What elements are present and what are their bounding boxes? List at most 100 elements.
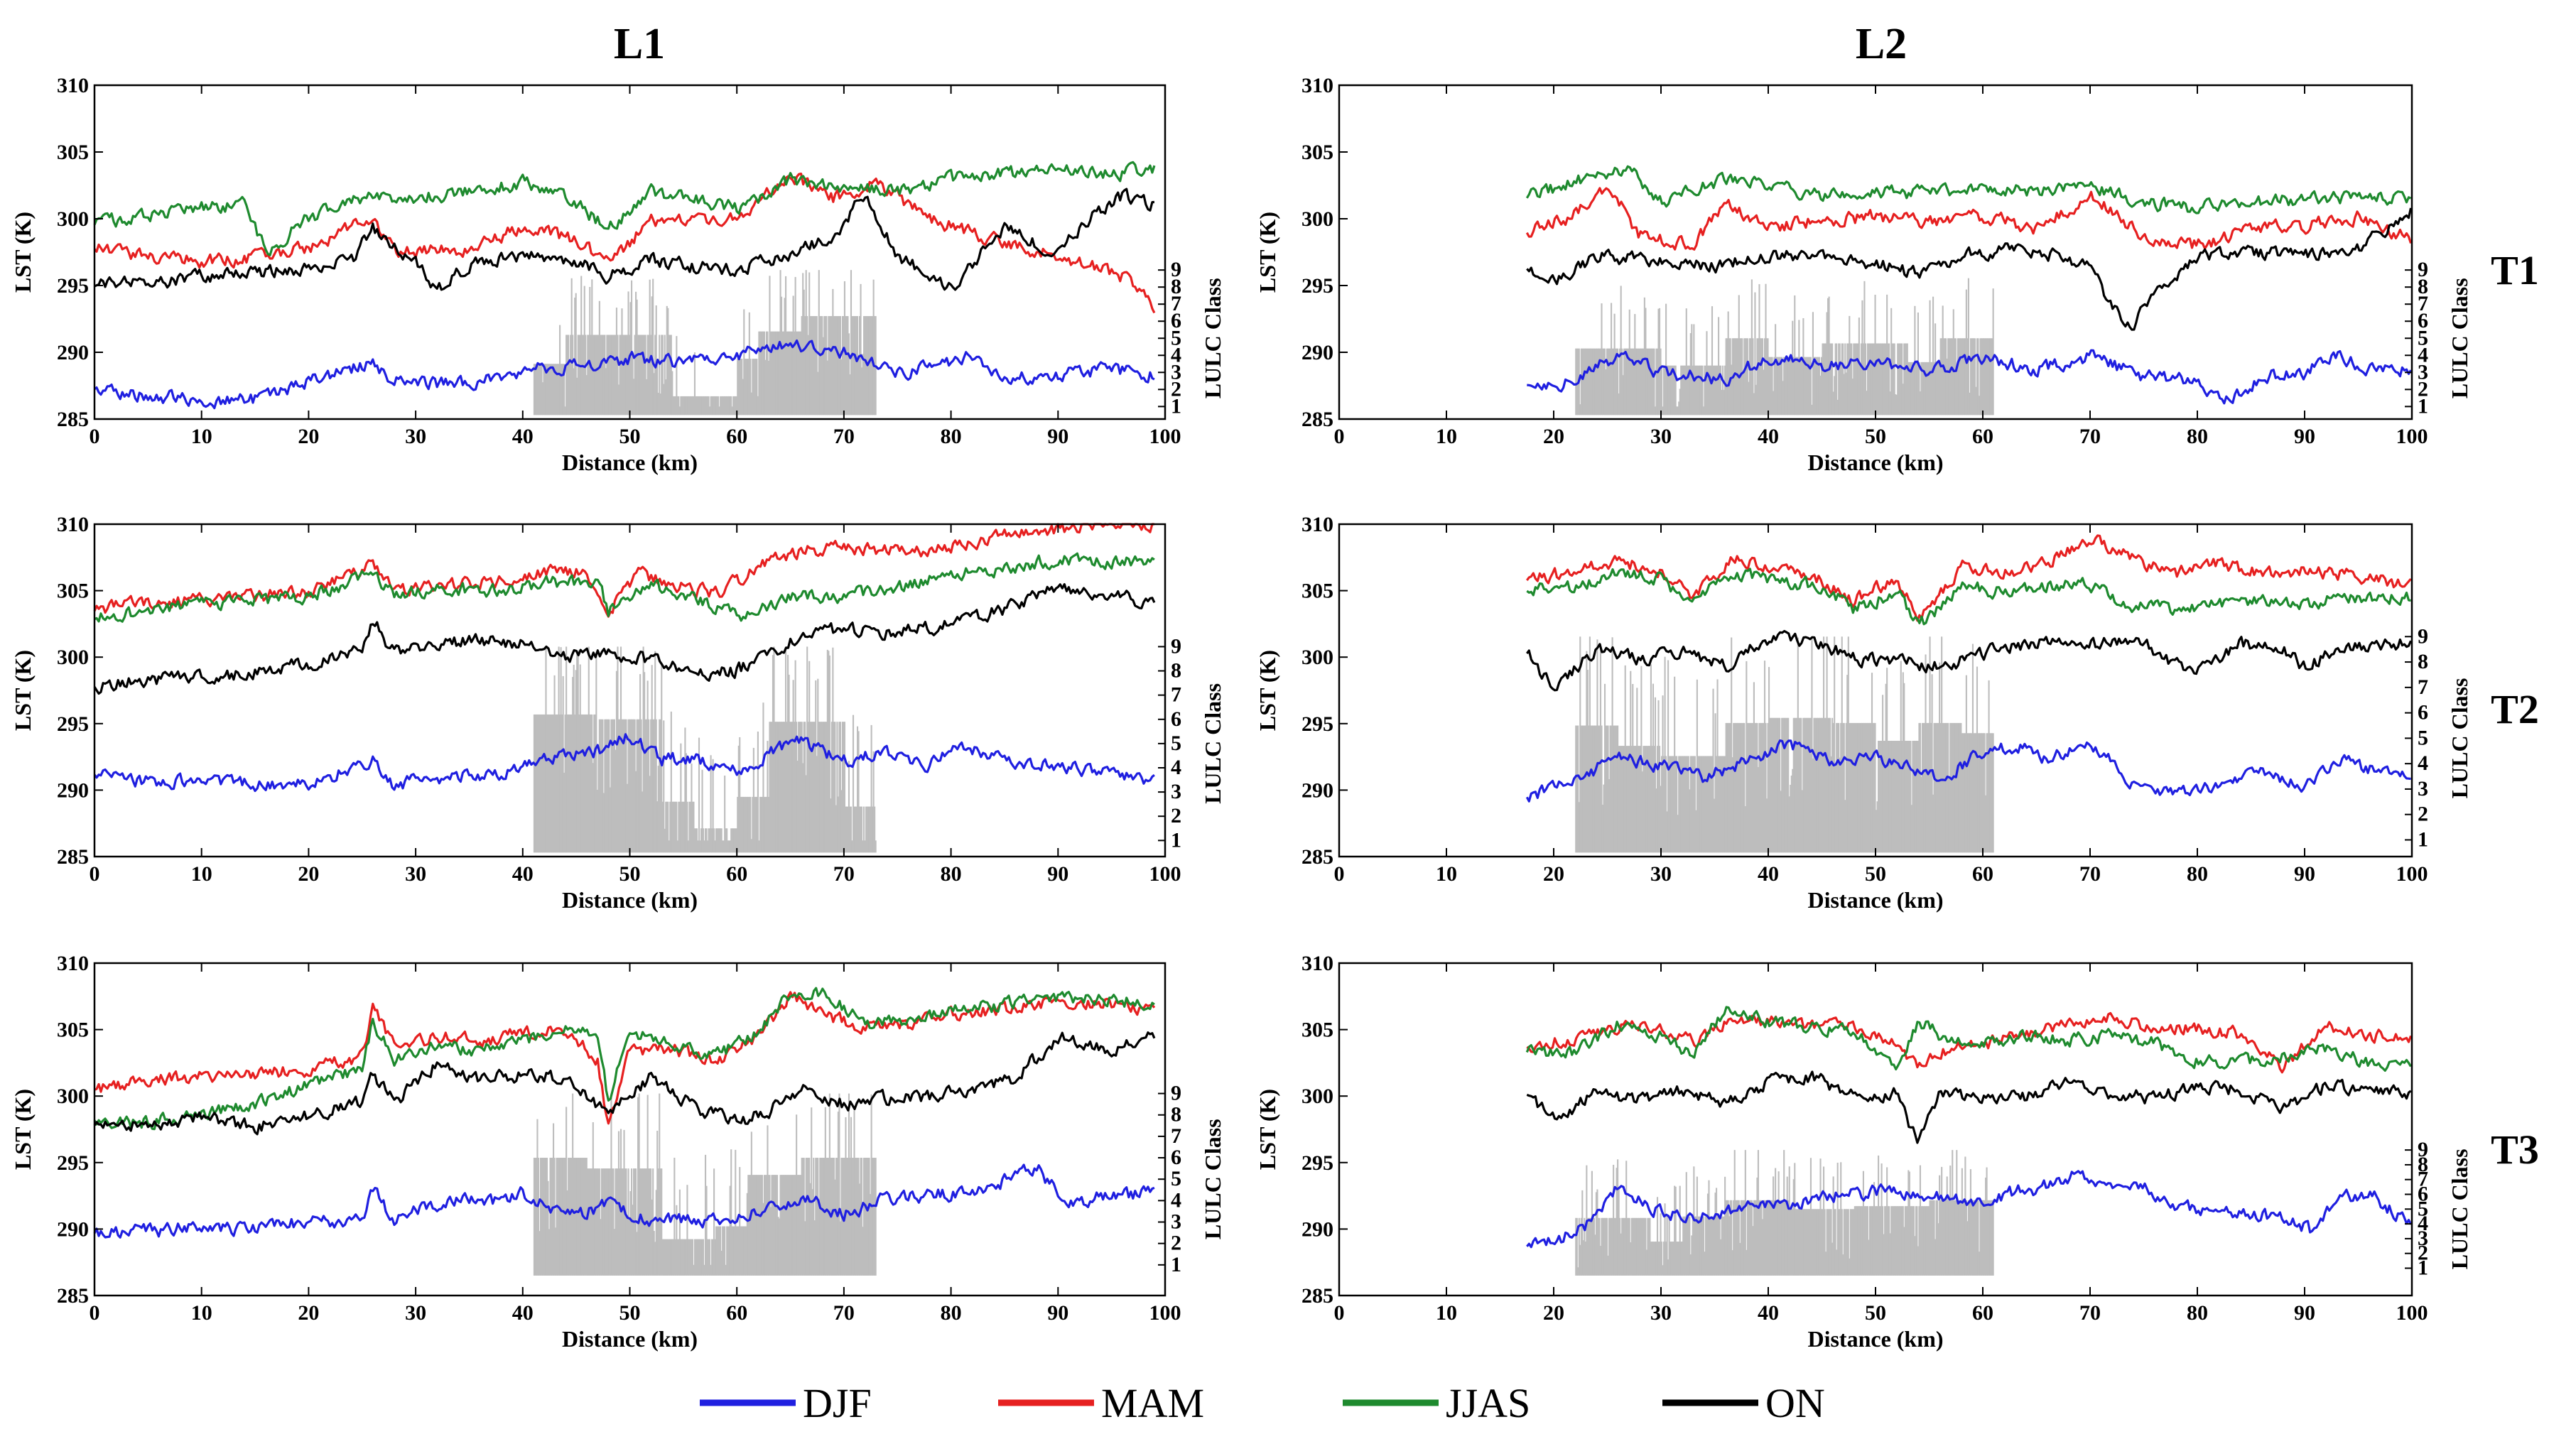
y-tick-label: 305 bbox=[1301, 580, 1333, 603]
lulc-bar bbox=[835, 805, 837, 853]
lulc-bar bbox=[1611, 1217, 1613, 1276]
lulc-bar bbox=[625, 1168, 627, 1276]
lulc-bar bbox=[1586, 669, 1589, 853]
lulc-bar bbox=[605, 368, 607, 416]
lulc-bar bbox=[1754, 292, 1756, 416]
lulc-bar bbox=[1718, 1216, 1720, 1276]
lulc-bar bbox=[1662, 695, 1664, 853]
lulc-bar bbox=[1652, 1242, 1655, 1276]
lulc-bar bbox=[1761, 722, 1764, 853]
lulc-bar bbox=[1934, 323, 1937, 416]
lulc-bar bbox=[725, 1264, 727, 1276]
lulc-tick-label: 7 bbox=[1171, 292, 1181, 315]
lulc-bar bbox=[1685, 1172, 1687, 1276]
lulc-bar bbox=[680, 1239, 682, 1276]
lulc-bar bbox=[1785, 717, 1787, 853]
lulc-bar bbox=[583, 335, 585, 416]
lulc-bar bbox=[1949, 1165, 1952, 1276]
lulc-bar bbox=[1964, 338, 1966, 416]
lulc-bar bbox=[1765, 798, 1768, 853]
lulc-bar bbox=[1967, 1200, 1969, 1276]
lulc-bar bbox=[1735, 1200, 1737, 1276]
lulc-bar bbox=[654, 1242, 656, 1276]
lulc-bar bbox=[1840, 360, 1842, 416]
lulc-bar bbox=[1784, 717, 1786, 853]
lulc-bar bbox=[711, 1239, 713, 1276]
lulc-bar bbox=[576, 1158, 578, 1276]
lulc-bar bbox=[663, 384, 665, 416]
lulc-bar bbox=[1930, 1200, 1932, 1276]
lulc-bar bbox=[561, 364, 563, 416]
x-tick-label: 60 bbox=[726, 425, 747, 448]
lulc-bar bbox=[1834, 764, 1836, 853]
lulc-bar bbox=[1819, 1158, 1822, 1276]
lulc-bar bbox=[678, 1189, 681, 1276]
lulc-bar bbox=[1697, 365, 1699, 416]
x-tick-label: 100 bbox=[1149, 425, 1181, 448]
lulc-bar bbox=[1592, 348, 1594, 416]
lulc-bar bbox=[669, 1239, 671, 1276]
lulc-bar bbox=[1760, 722, 1763, 853]
lulc-bar bbox=[1954, 338, 1957, 416]
lulc-bar bbox=[651, 1199, 653, 1276]
lulc-bar bbox=[574, 714, 576, 853]
lulc-bar bbox=[1800, 1209, 1802, 1276]
lulc-bar bbox=[1692, 365, 1694, 416]
lulc-bar bbox=[1704, 365, 1706, 416]
y-tick-label: 305 bbox=[1301, 141, 1333, 164]
lulc-bar bbox=[765, 1175, 767, 1276]
lulc-bar bbox=[1898, 740, 1900, 853]
lulc-bar bbox=[575, 670, 577, 853]
lulc-bar bbox=[1650, 664, 1652, 853]
lulc-bar bbox=[1755, 1200, 1757, 1276]
lulc-bar bbox=[816, 316, 818, 416]
lulc-bar bbox=[1906, 740, 1908, 853]
lulc-bar bbox=[870, 724, 872, 853]
lulc-bar bbox=[642, 335, 644, 416]
lulc-bar bbox=[1923, 1206, 1926, 1276]
x-tick-label: 70 bbox=[2079, 425, 2101, 448]
lulc-bar bbox=[1779, 717, 1781, 853]
lulc-bar bbox=[743, 1226, 745, 1276]
lulc-bar bbox=[546, 1158, 548, 1276]
lulc-bar bbox=[1820, 1209, 1823, 1276]
x-tick-label: 30 bbox=[405, 425, 426, 448]
lulc-bar bbox=[805, 1158, 807, 1276]
lulc-bar bbox=[547, 714, 549, 853]
lulc-bar bbox=[555, 1227, 557, 1276]
lulc-bar bbox=[1984, 733, 1986, 853]
lulc-bar bbox=[1643, 746, 1645, 853]
lulc-bar bbox=[1790, 1209, 1792, 1276]
lulc-bar bbox=[1882, 1206, 1884, 1276]
lulc-bar bbox=[1794, 1163, 1796, 1276]
lulc-bar bbox=[1932, 296, 1934, 416]
lulc-bar bbox=[1809, 357, 1811, 416]
lulc-bar bbox=[1669, 365, 1672, 416]
lulc-bar bbox=[592, 1122, 594, 1276]
lulc-bar bbox=[780, 1175, 783, 1276]
lulc-bar bbox=[1611, 348, 1613, 416]
lulc-bar bbox=[624, 335, 627, 416]
lulc-bar bbox=[1625, 746, 1628, 853]
lulc-bar bbox=[840, 790, 843, 853]
lulc-bar bbox=[636, 299, 638, 416]
y-tick-label: 305 bbox=[57, 1019, 89, 1042]
lulc-bar bbox=[1773, 391, 1775, 416]
lulc-bar bbox=[771, 722, 773, 853]
lulc-bar bbox=[615, 1168, 618, 1276]
lulc-bar bbox=[605, 719, 607, 853]
lulc-bar bbox=[848, 761, 850, 853]
lulc-bar bbox=[1862, 722, 1864, 853]
lulc-bar bbox=[848, 1093, 850, 1276]
lulc-bar bbox=[1914, 1236, 1916, 1276]
lulc-bar bbox=[1868, 1239, 1870, 1276]
lulc-bar bbox=[638, 719, 640, 853]
lulc-bar bbox=[728, 840, 730, 853]
lulc-bar bbox=[1817, 717, 1819, 853]
lulc-bar bbox=[1771, 1200, 1773, 1276]
lulc-bar bbox=[803, 722, 805, 853]
lulc-bar bbox=[787, 1175, 789, 1276]
lulc-bar bbox=[1847, 343, 1849, 416]
lulc-bar bbox=[1678, 1242, 1680, 1276]
lulc-bar bbox=[805, 775, 807, 853]
